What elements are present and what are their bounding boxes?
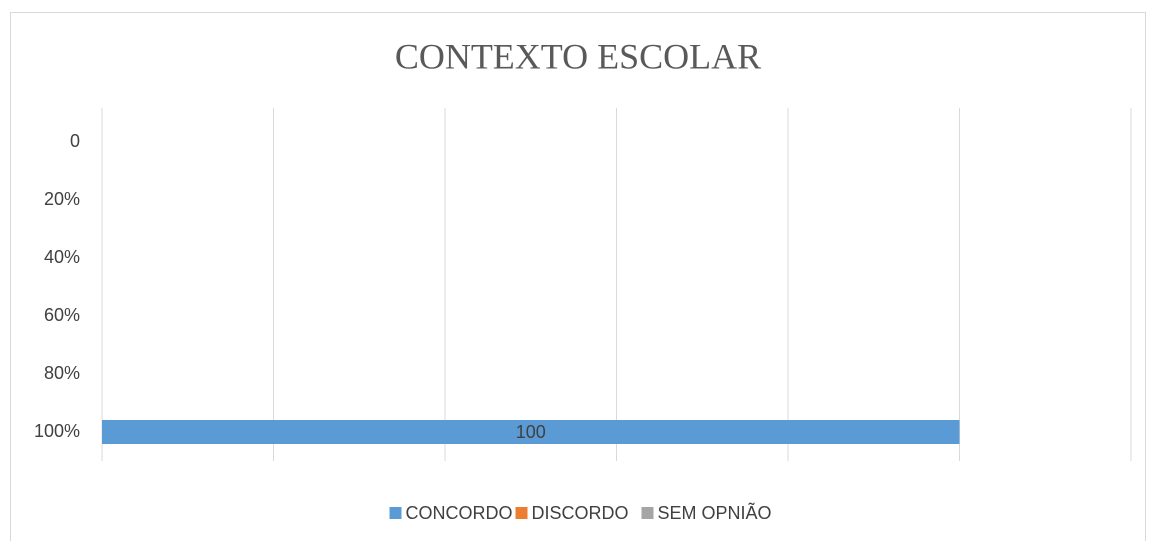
- y-tick-label: 0: [70, 131, 80, 151]
- legend-swatch: [389, 507, 402, 519]
- y-tick-label: 80%: [44, 363, 80, 383]
- y-tick-label: 60%: [44, 305, 80, 325]
- legend-label: SEM OPNIÃO: [658, 502, 772, 523]
- data-label: 100: [516, 422, 546, 442]
- bar: [102, 420, 960, 444]
- chart-frame: [10, 12, 1146, 546]
- legend-swatch: [641, 507, 654, 519]
- y-tick-label: 20%: [44, 189, 80, 209]
- chart-title: CONTEXTO ESCOLAR: [395, 36, 761, 76]
- legend-label: CONCORDO: [406, 503, 513, 523]
- y-tick-label: 40%: [44, 247, 80, 267]
- legend-swatch: [515, 507, 528, 519]
- y-tick-label: 100%: [34, 421, 80, 441]
- legend-label: DISCORDO: [532, 503, 629, 523]
